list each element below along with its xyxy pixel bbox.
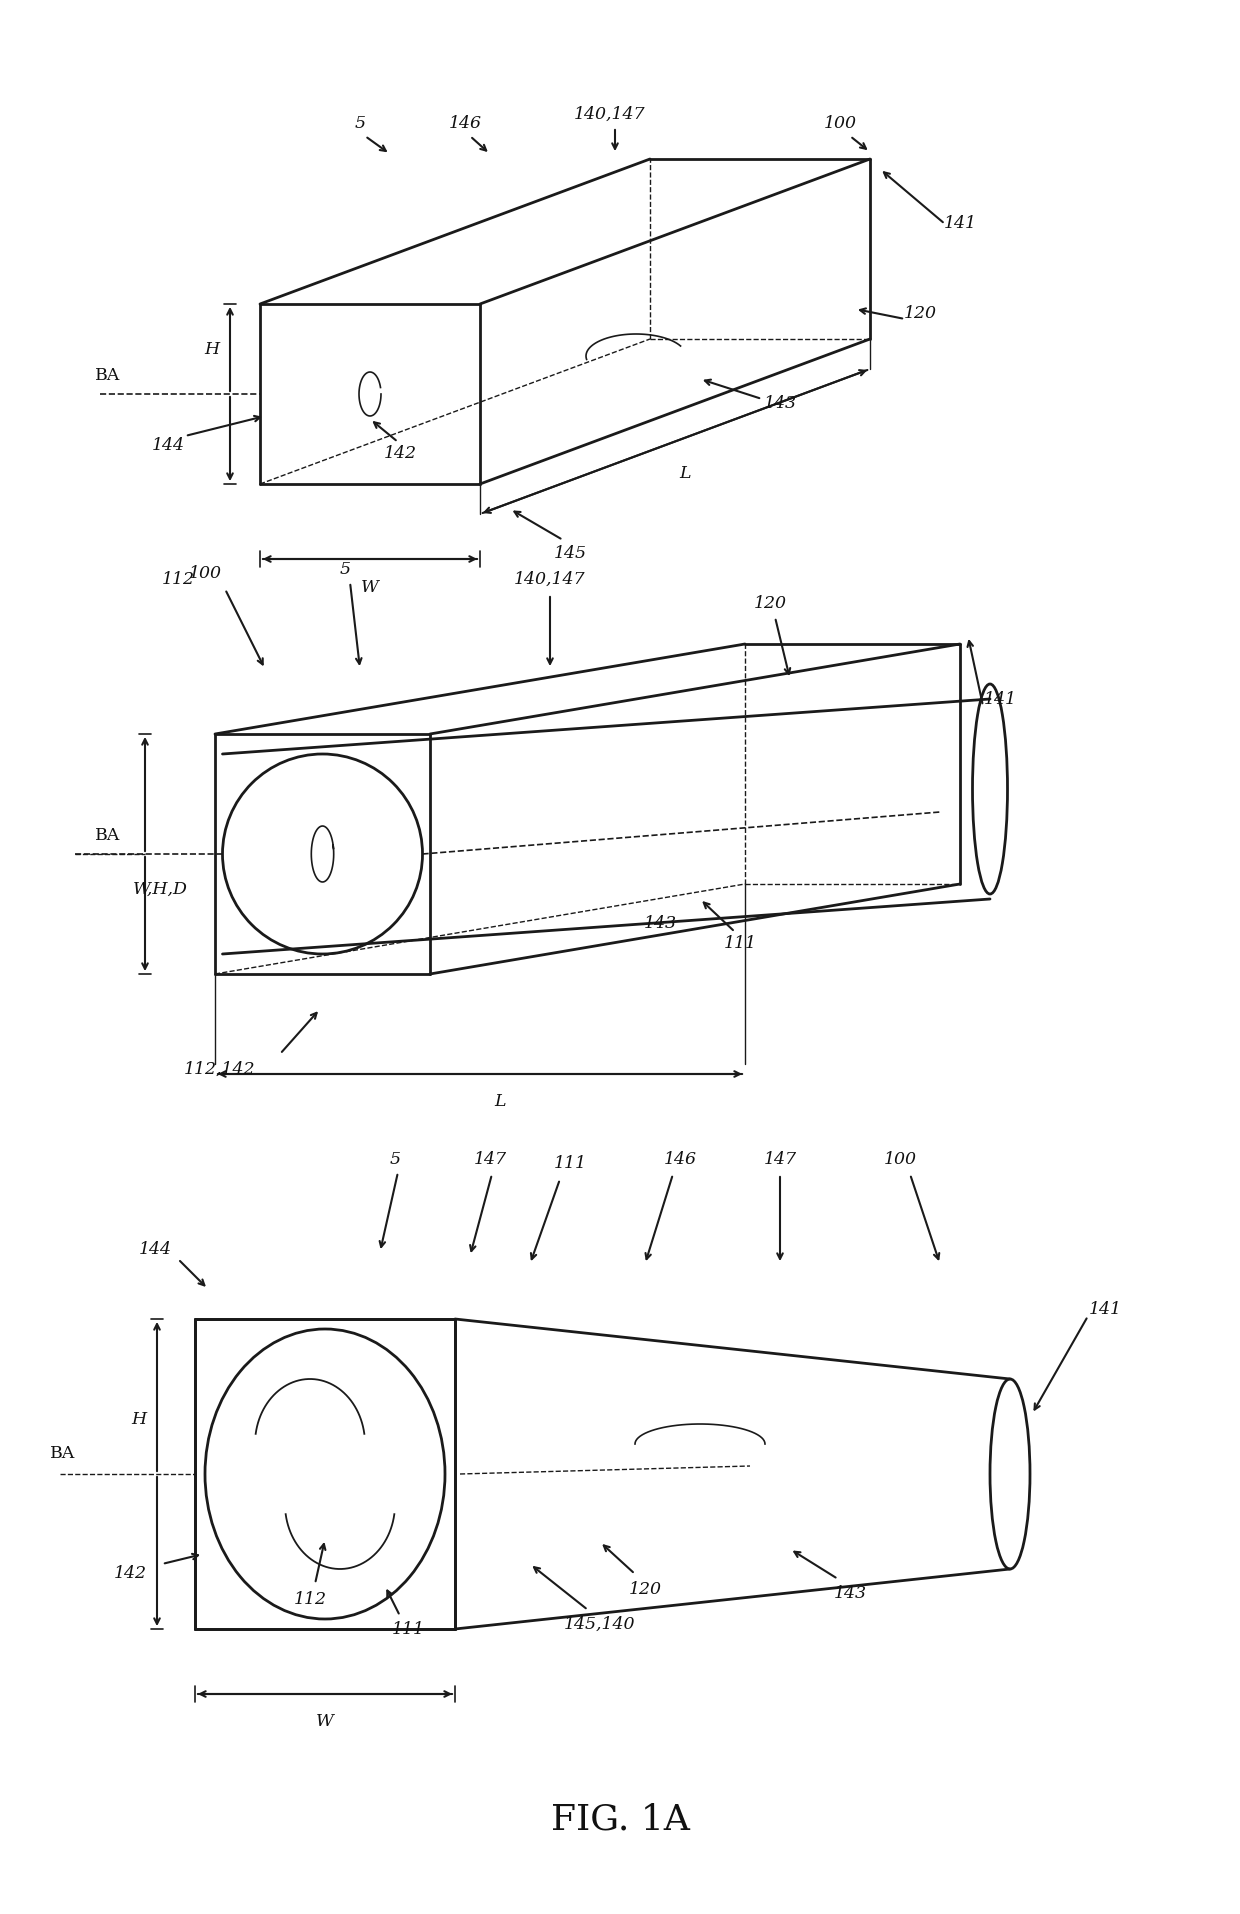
Text: 140,147: 140,147 bbox=[515, 570, 585, 588]
Text: BA: BA bbox=[51, 1445, 76, 1462]
Text: 5: 5 bbox=[355, 115, 366, 132]
Text: BA: BA bbox=[95, 367, 120, 385]
Ellipse shape bbox=[972, 683, 1007, 894]
Text: 147: 147 bbox=[764, 1150, 796, 1168]
Text: 143: 143 bbox=[833, 1585, 867, 1602]
Text: FIG. 1A: FIG. 1A bbox=[551, 1801, 689, 1836]
Text: W: W bbox=[316, 1713, 334, 1730]
Text: L: L bbox=[680, 465, 691, 482]
Text: 100: 100 bbox=[188, 565, 222, 582]
Text: 100: 100 bbox=[823, 115, 857, 132]
Text: H: H bbox=[131, 1411, 146, 1428]
Text: 120: 120 bbox=[904, 306, 936, 322]
Text: 146: 146 bbox=[663, 1150, 697, 1168]
Text: 147: 147 bbox=[474, 1150, 506, 1168]
Text: 112: 112 bbox=[294, 1591, 326, 1608]
Text: 145,140: 145,140 bbox=[564, 1615, 636, 1633]
Text: 143: 143 bbox=[764, 396, 796, 413]
Text: 111: 111 bbox=[723, 936, 756, 953]
Text: 5: 5 bbox=[340, 561, 351, 578]
Text: 141: 141 bbox=[1089, 1300, 1121, 1317]
Text: 144: 144 bbox=[139, 1240, 171, 1257]
Text: 141: 141 bbox=[944, 216, 977, 232]
Text: 141: 141 bbox=[983, 691, 1017, 708]
Text: 5: 5 bbox=[389, 1150, 401, 1168]
Text: W: W bbox=[361, 578, 379, 595]
Text: 100: 100 bbox=[883, 1150, 916, 1168]
Text: W,H,D: W,H,D bbox=[133, 880, 187, 898]
Text: BA: BA bbox=[95, 827, 120, 844]
Text: 144: 144 bbox=[151, 438, 185, 454]
Text: H: H bbox=[205, 341, 219, 358]
Text: 145: 145 bbox=[553, 545, 587, 563]
Text: 142: 142 bbox=[114, 1566, 146, 1583]
Text: 111: 111 bbox=[392, 1621, 424, 1638]
Ellipse shape bbox=[205, 1328, 445, 1619]
Text: 120: 120 bbox=[629, 1581, 661, 1598]
Text: 112,142: 112,142 bbox=[185, 1060, 255, 1078]
Text: L: L bbox=[495, 1093, 506, 1110]
Ellipse shape bbox=[990, 1378, 1030, 1569]
Text: 143: 143 bbox=[644, 915, 677, 932]
Text: 142: 142 bbox=[383, 446, 417, 463]
Text: 120: 120 bbox=[754, 595, 786, 612]
Text: 111: 111 bbox=[553, 1156, 587, 1173]
Text: 146: 146 bbox=[449, 115, 481, 132]
Text: 112: 112 bbox=[161, 570, 195, 588]
Text: 140,147: 140,147 bbox=[574, 105, 646, 122]
